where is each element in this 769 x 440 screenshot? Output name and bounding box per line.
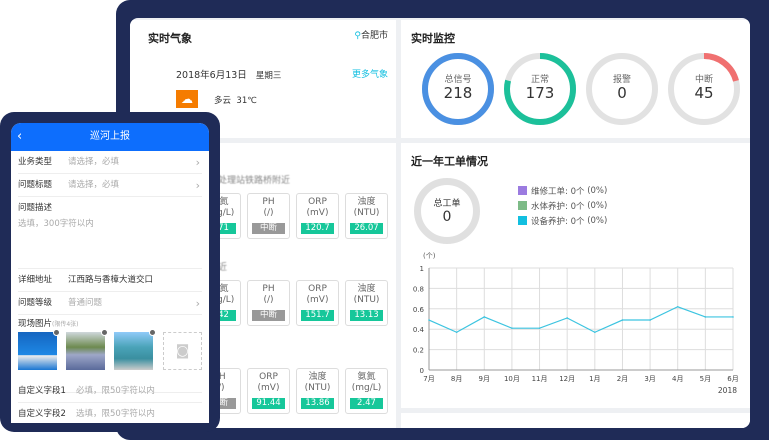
- field-level[interactable]: 问题等级 普通问题 ›: [18, 292, 202, 315]
- y-tick-label: 0: [420, 367, 424, 375]
- x-tick-label: 5月: [700, 375, 711, 383]
- total-orders-ring: 总工单 0: [414, 178, 480, 244]
- field-photos: 现场图片(限传4张): [18, 315, 202, 393]
- data-point: [621, 319, 624, 321]
- photo-thumbnail[interactable]: [114, 329, 156, 370]
- y-tick-label: 0.8: [413, 285, 424, 293]
- legend-item: 维修工单: 0个 (0%): [518, 183, 607, 198]
- data-point: [428, 319, 430, 321]
- x-tick-label: 11月: [532, 375, 548, 383]
- chevron-right-icon: ›: [195, 297, 200, 310]
- phone-frame: ‹ 巡河上报 业务类型 请选择，必填 › 问题标题 请选择，必填 › 问题描述 选填，30…: [0, 112, 220, 432]
- monitor-ring[interactable]: 总信号 218: [421, 52, 495, 126]
- field-description[interactable]: 问题描述 选填，300字符以内: [18, 197, 202, 269]
- data-point: [649, 319, 651, 321]
- sensor-tile[interactable]: PH(/)中断: [247, 193, 290, 239]
- back-icon[interactable]: ‹: [17, 129, 23, 144]
- y-tick-label: 0.2: [413, 347, 424, 355]
- x-tick-label: 1月: [589, 375, 600, 383]
- remove-photo-icon: [101, 329, 108, 336]
- data-point: [704, 316, 707, 318]
- field-address[interactable]: 详细地址 江西路与香樟大道交口: [18, 269, 202, 292]
- chevron-right-icon: ›: [195, 156, 200, 169]
- field-custom-2[interactable]: 自定义字段2 选填，限50字符以内: [18, 403, 202, 423]
- x-tick-label: 2月: [617, 375, 628, 383]
- orders-line-chart: (个) 0 0.2 0.4 0.6 0.8 1 7月 8月 9月 10月 11月 12月 1月 2月 3月 4月…: [413, 252, 739, 395]
- location-pin-icon: ⚲: [354, 31, 361, 41]
- chevron-right-icon: ›: [195, 179, 200, 192]
- data-point: [732, 316, 734, 318]
- dashboard: 实时气象 ⚲合肥市 2018年6月13日 星期三 更多气象 ☁ 多云 31℃ 实…: [130, 18, 750, 428]
- photo-thumbnail[interactable]: [18, 329, 60, 370]
- field-custom-1[interactable]: 自定义字段1 必填，限50字符以内: [18, 380, 202, 403]
- field-issue-title[interactable]: 问题标题 请选择，必填 ›: [18, 174, 202, 197]
- y-tick-label: 0.6: [413, 306, 425, 314]
- weather-condition: 多云 31℃: [214, 96, 257, 106]
- monitor-title: 实时监控: [411, 32, 455, 45]
- data-point: [676, 305, 679, 308]
- x-tick-label: 8月: [451, 375, 462, 383]
- station-name: 污水处理站铁路桥附近: [200, 176, 291, 186]
- data-point: [483, 316, 486, 318]
- field-business-type[interactable]: 业务类型 请选择，必填 ›: [18, 151, 202, 174]
- weather-date: 2018年6月13日 星期三: [176, 70, 282, 81]
- monitor-ring[interactable]: 正常 173: [503, 52, 577, 126]
- legend-item: 水体养护: 0个 (0%): [518, 198, 607, 213]
- orders-card: 近一年工单情况 总工单 0 维修工单: 0个 (0%) 水体养护: 0个 (0%)…: [401, 143, 750, 408]
- series-line: [428, 306, 733, 333]
- x-tick-label: 6月: [727, 375, 738, 383]
- x-tick-label: 9月: [479, 375, 490, 383]
- photo-thumbnail[interactable]: [66, 329, 108, 370]
- remove-photo-icon: [53, 329, 60, 336]
- partly-cloudy-icon: ☁: [176, 90, 198, 108]
- sensor-tile[interactable]: PH(/)中断: [247, 280, 290, 326]
- sensor-tile[interactable]: 浊度 (NTU) 26.07: [345, 193, 388, 239]
- x-axis-note: 2018: [718, 386, 737, 395]
- x-tick-label: 12月: [559, 375, 575, 383]
- monitor-card: 实时监控 总信号 218 正常 173 报警 0 中断 45: [401, 20, 750, 138]
- data-point: [594, 331, 596, 334]
- sensor-tile[interactable]: ORP (mV) 120.7: [296, 193, 339, 239]
- sensor-tile[interactable]: ORP (mV) 91.44: [247, 368, 290, 414]
- report-screen: ‹ 巡河上报 业务类型 请选择，必填 › 问题标题 请选择，必填 › 问题描述 选填，30…: [11, 123, 209, 423]
- y-tick-label: 1: [420, 265, 424, 273]
- data-point: [455, 331, 458, 334]
- y-axis-label: (个): [423, 252, 436, 260]
- data-point: [511, 327, 513, 329]
- data-point: [566, 317, 568, 319]
- y-tick-label: 0.4: [413, 326, 425, 334]
- legend-item: 设备养护: 0个 (0%): [518, 213, 607, 228]
- orders-title: 近一年工单情况: [411, 155, 488, 168]
- sensor-tile[interactable]: 浊度 (NTU) 13.86: [296, 368, 339, 414]
- monitor-ring[interactable]: 报警 0: [585, 52, 659, 126]
- remove-photo-icon: [149, 329, 156, 336]
- sensor-tile[interactable]: ORP (mV) 151.7: [296, 280, 339, 326]
- data-point: [538, 327, 541, 329]
- x-tick-label: 4月: [672, 375, 683, 383]
- bottom-card: [401, 413, 750, 428]
- monitor-ring[interactable]: 中断 45: [667, 52, 741, 126]
- location[interactable]: ⚲合肥市: [354, 31, 388, 41]
- x-tick-label: 10月: [504, 375, 520, 383]
- more-weather-link[interactable]: 更多气象: [351, 70, 388, 80]
- sensor-tile[interactable]: 浊度 (NTU) 13.13: [345, 280, 388, 326]
- add-photo-camera-icon[interactable]: ◙: [163, 332, 202, 370]
- phone-title: 巡河上报: [90, 131, 130, 142]
- sensor-tile[interactable]: 氨氮 (mg/L) 2.47: [345, 368, 388, 414]
- phone-header: ‹ 巡河上报: [11, 123, 209, 151]
- x-tick-label: 7月: [423, 375, 434, 383]
- x-tick-label: 3月: [644, 375, 655, 383]
- weather-title: 实时气象: [148, 32, 192, 45]
